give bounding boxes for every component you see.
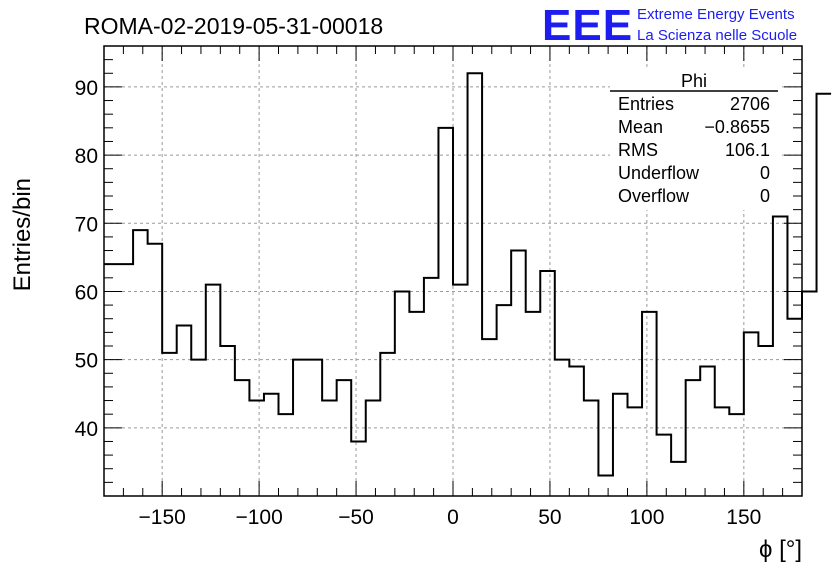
- y-tick-labels: 40 50 60 70 80 90: [75, 77, 98, 441]
- stats-rows: Entries 2706 Mean −0.8655 RMS 106.1 Underflow 0…: [618, 94, 770, 206]
- y-tick-label: 80: [75, 145, 98, 168]
- logo-line-1: Extreme Energy Events: [637, 6, 795, 23]
- x-tick-label: 50: [538, 506, 561, 529]
- stats-row-value: −0.8655: [704, 117, 770, 137]
- histogram: [104, 72, 832, 477]
- x-tick-labels: −150 −100 −50 0 50 100 150: [139, 506, 762, 529]
- stats-row-label: Mean: [618, 117, 663, 137]
- y-tick-label: 60: [75, 281, 98, 304]
- y-tick-label: 50: [75, 350, 98, 373]
- eee-logo: EEE Extreme Energy Events La Scienza nel…: [542, 1, 797, 50]
- x-axis-label: ϕ [°]: [759, 536, 802, 563]
- x-tick-label: 0: [447, 506, 459, 529]
- axes: [103, 45, 803, 497]
- stats-row-label: Overflow: [618, 186, 690, 206]
- x-tick-label: −100: [235, 506, 282, 529]
- y-tick-label: 70: [75, 213, 98, 236]
- stats-row-value: 0: [760, 186, 770, 206]
- stats-row-label: RMS: [618, 140, 658, 160]
- y-tick-label: 40: [75, 418, 98, 441]
- stats-box: Phi Entries 2706 Mean −0.8655 RMS 106.1 Underf…: [610, 70, 780, 210]
- x-tick-label: −150: [139, 506, 186, 529]
- y-axis-label: Entries/bin: [9, 178, 36, 291]
- logo-line-2: La Scienza nelle Scuole: [637, 27, 797, 44]
- stats-row-value: 2706: [730, 94, 770, 114]
- x-tick-label: 100: [629, 506, 664, 529]
- stats-title: Phi: [681, 71, 707, 91]
- stats-row-label: Underflow: [618, 163, 700, 183]
- stats-row-value: 106.1: [725, 140, 770, 160]
- x-tick-label: 150: [726, 506, 761, 529]
- chart-title: ROMA-02-2019-05-31-00018: [84, 13, 383, 39]
- logo-mark: EEE: [542, 1, 633, 50]
- histogram-outline: [104, 72, 832, 477]
- stats-box-background: [610, 70, 780, 210]
- y-tick-label: 90: [75, 77, 98, 100]
- stats-row-value: 0: [760, 163, 770, 183]
- stats-row-label: Entries: [618, 94, 674, 114]
- x-tick-label: −50: [338, 506, 374, 529]
